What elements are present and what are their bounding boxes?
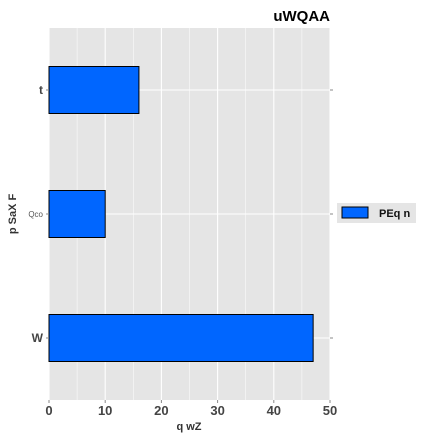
bar (48, 66, 140, 114)
bar (48, 314, 314, 362)
x-tick-label: 0 (45, 403, 52, 418)
x-tick-label: 20 (154, 403, 168, 418)
legend-swatch (341, 206, 369, 219)
x-tick-label: 40 (267, 403, 281, 418)
bars (48, 66, 314, 362)
x-ticks: 0 10 20 30 40 50 (45, 400, 337, 418)
x-tick-label: 30 (210, 403, 224, 418)
chart-title: uWQAA (273, 8, 330, 25)
bar (48, 190, 106, 238)
x-tick-label: 10 (98, 403, 112, 418)
x-axis-title: q wZ (176, 421, 201, 433)
y-tick-label: t (39, 83, 43, 97)
y-ticks: t Qco W (28, 83, 333, 345)
legend: PEq n (337, 203, 416, 223)
y-tick-label: W (32, 331, 44, 345)
y-axis-title: p SaX F (7, 194, 19, 235)
x-tick-label: 50 (323, 403, 337, 418)
legend-label: PEq n (379, 208, 410, 220)
y-tick-label: Qco (28, 210, 43, 219)
